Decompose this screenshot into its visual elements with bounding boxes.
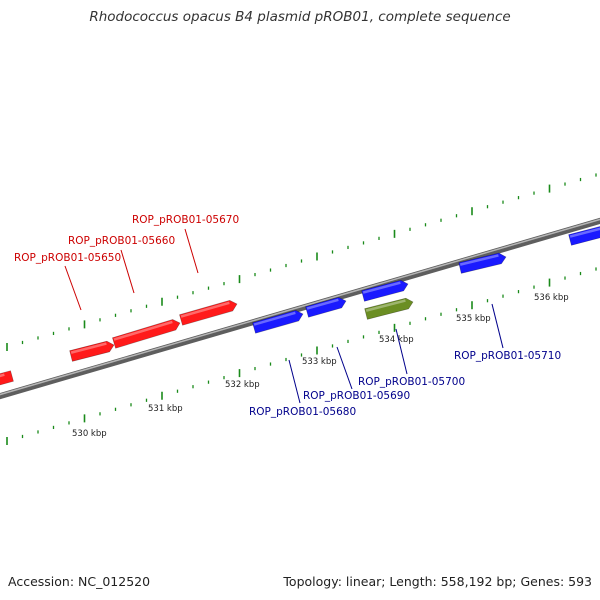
accession-label: Accession: NC_012520 bbox=[8, 574, 151, 589]
gene-label-05710[interactable]: ROP_pROB01-05710 bbox=[454, 350, 561, 362]
gene-leader-line bbox=[184, 228, 199, 274]
topology-summary: Topology: linear; Length: 558,192 bp; Ge… bbox=[283, 574, 592, 589]
gene-leader-line bbox=[395, 328, 408, 375]
gene-leader-line bbox=[491, 303, 504, 349]
kbp-label: 531 kbp bbox=[148, 404, 183, 414]
kbp-label: 536 kbp bbox=[534, 293, 569, 303]
gene-arrow[interactable] bbox=[568, 223, 600, 246]
gene-arrow[interactable] bbox=[305, 296, 348, 318]
gene-leader-line bbox=[336, 346, 353, 390]
gene-leader-line bbox=[64, 265, 82, 311]
gene-arrow[interactable] bbox=[364, 297, 415, 320]
gene-label-05680[interactable]: ROP_pROB01-05680 bbox=[249, 406, 356, 418]
gene-label-05670[interactable]: ROP_pROB01-05670 bbox=[132, 214, 239, 226]
gene-label-05700[interactable]: ROP_pROB01-05700 bbox=[358, 376, 465, 388]
gene-group bbox=[0, 223, 600, 388]
gene-arrow[interactable] bbox=[69, 340, 116, 362]
kbp-label: 530 kbp bbox=[72, 429, 107, 439]
gene-leader-line bbox=[120, 249, 135, 294]
map-title: Rhodococcus opacus B4 plasmid pROB01, co… bbox=[89, 9, 511, 25]
gene-arrow[interactable] bbox=[112, 318, 181, 349]
gene-arrow[interactable] bbox=[361, 279, 410, 302]
gene-leader-line bbox=[288, 359, 301, 404]
forward-tick-track bbox=[6, 173, 597, 351]
gene-label-05690[interactable]: ROP_pROB01-05690 bbox=[303, 390, 410, 402]
backbone bbox=[0, 217, 600, 400]
kbp-label: 532 kbp bbox=[225, 380, 260, 390]
reverse-tick-track bbox=[6, 267, 597, 445]
gene-arrow[interactable] bbox=[458, 252, 508, 274]
gene-arrow[interactable] bbox=[0, 370, 14, 388]
gene-label-05660[interactable]: ROP_pROB01-05660 bbox=[68, 235, 175, 247]
gene-label-05650[interactable]: ROP_pROB01-05650 bbox=[14, 252, 121, 264]
kbp-label: 535 kbp bbox=[456, 314, 491, 324]
kbp-label: 533 kbp bbox=[302, 357, 337, 367]
kbp-label: 534 kbp bbox=[379, 335, 414, 345]
kbp-label-group: 530 kbp 531 kbp 532 kbp 533 kbp 534 kbp 535 k… bbox=[72, 293, 569, 439]
gene-label-group: ROP_pROB01-05650 ROP_pROB01-05660 ROP_pROB… bbox=[14, 214, 561, 418]
gene-arrow[interactable] bbox=[179, 299, 238, 326]
gene-arrow[interactable] bbox=[252, 309, 304, 334]
